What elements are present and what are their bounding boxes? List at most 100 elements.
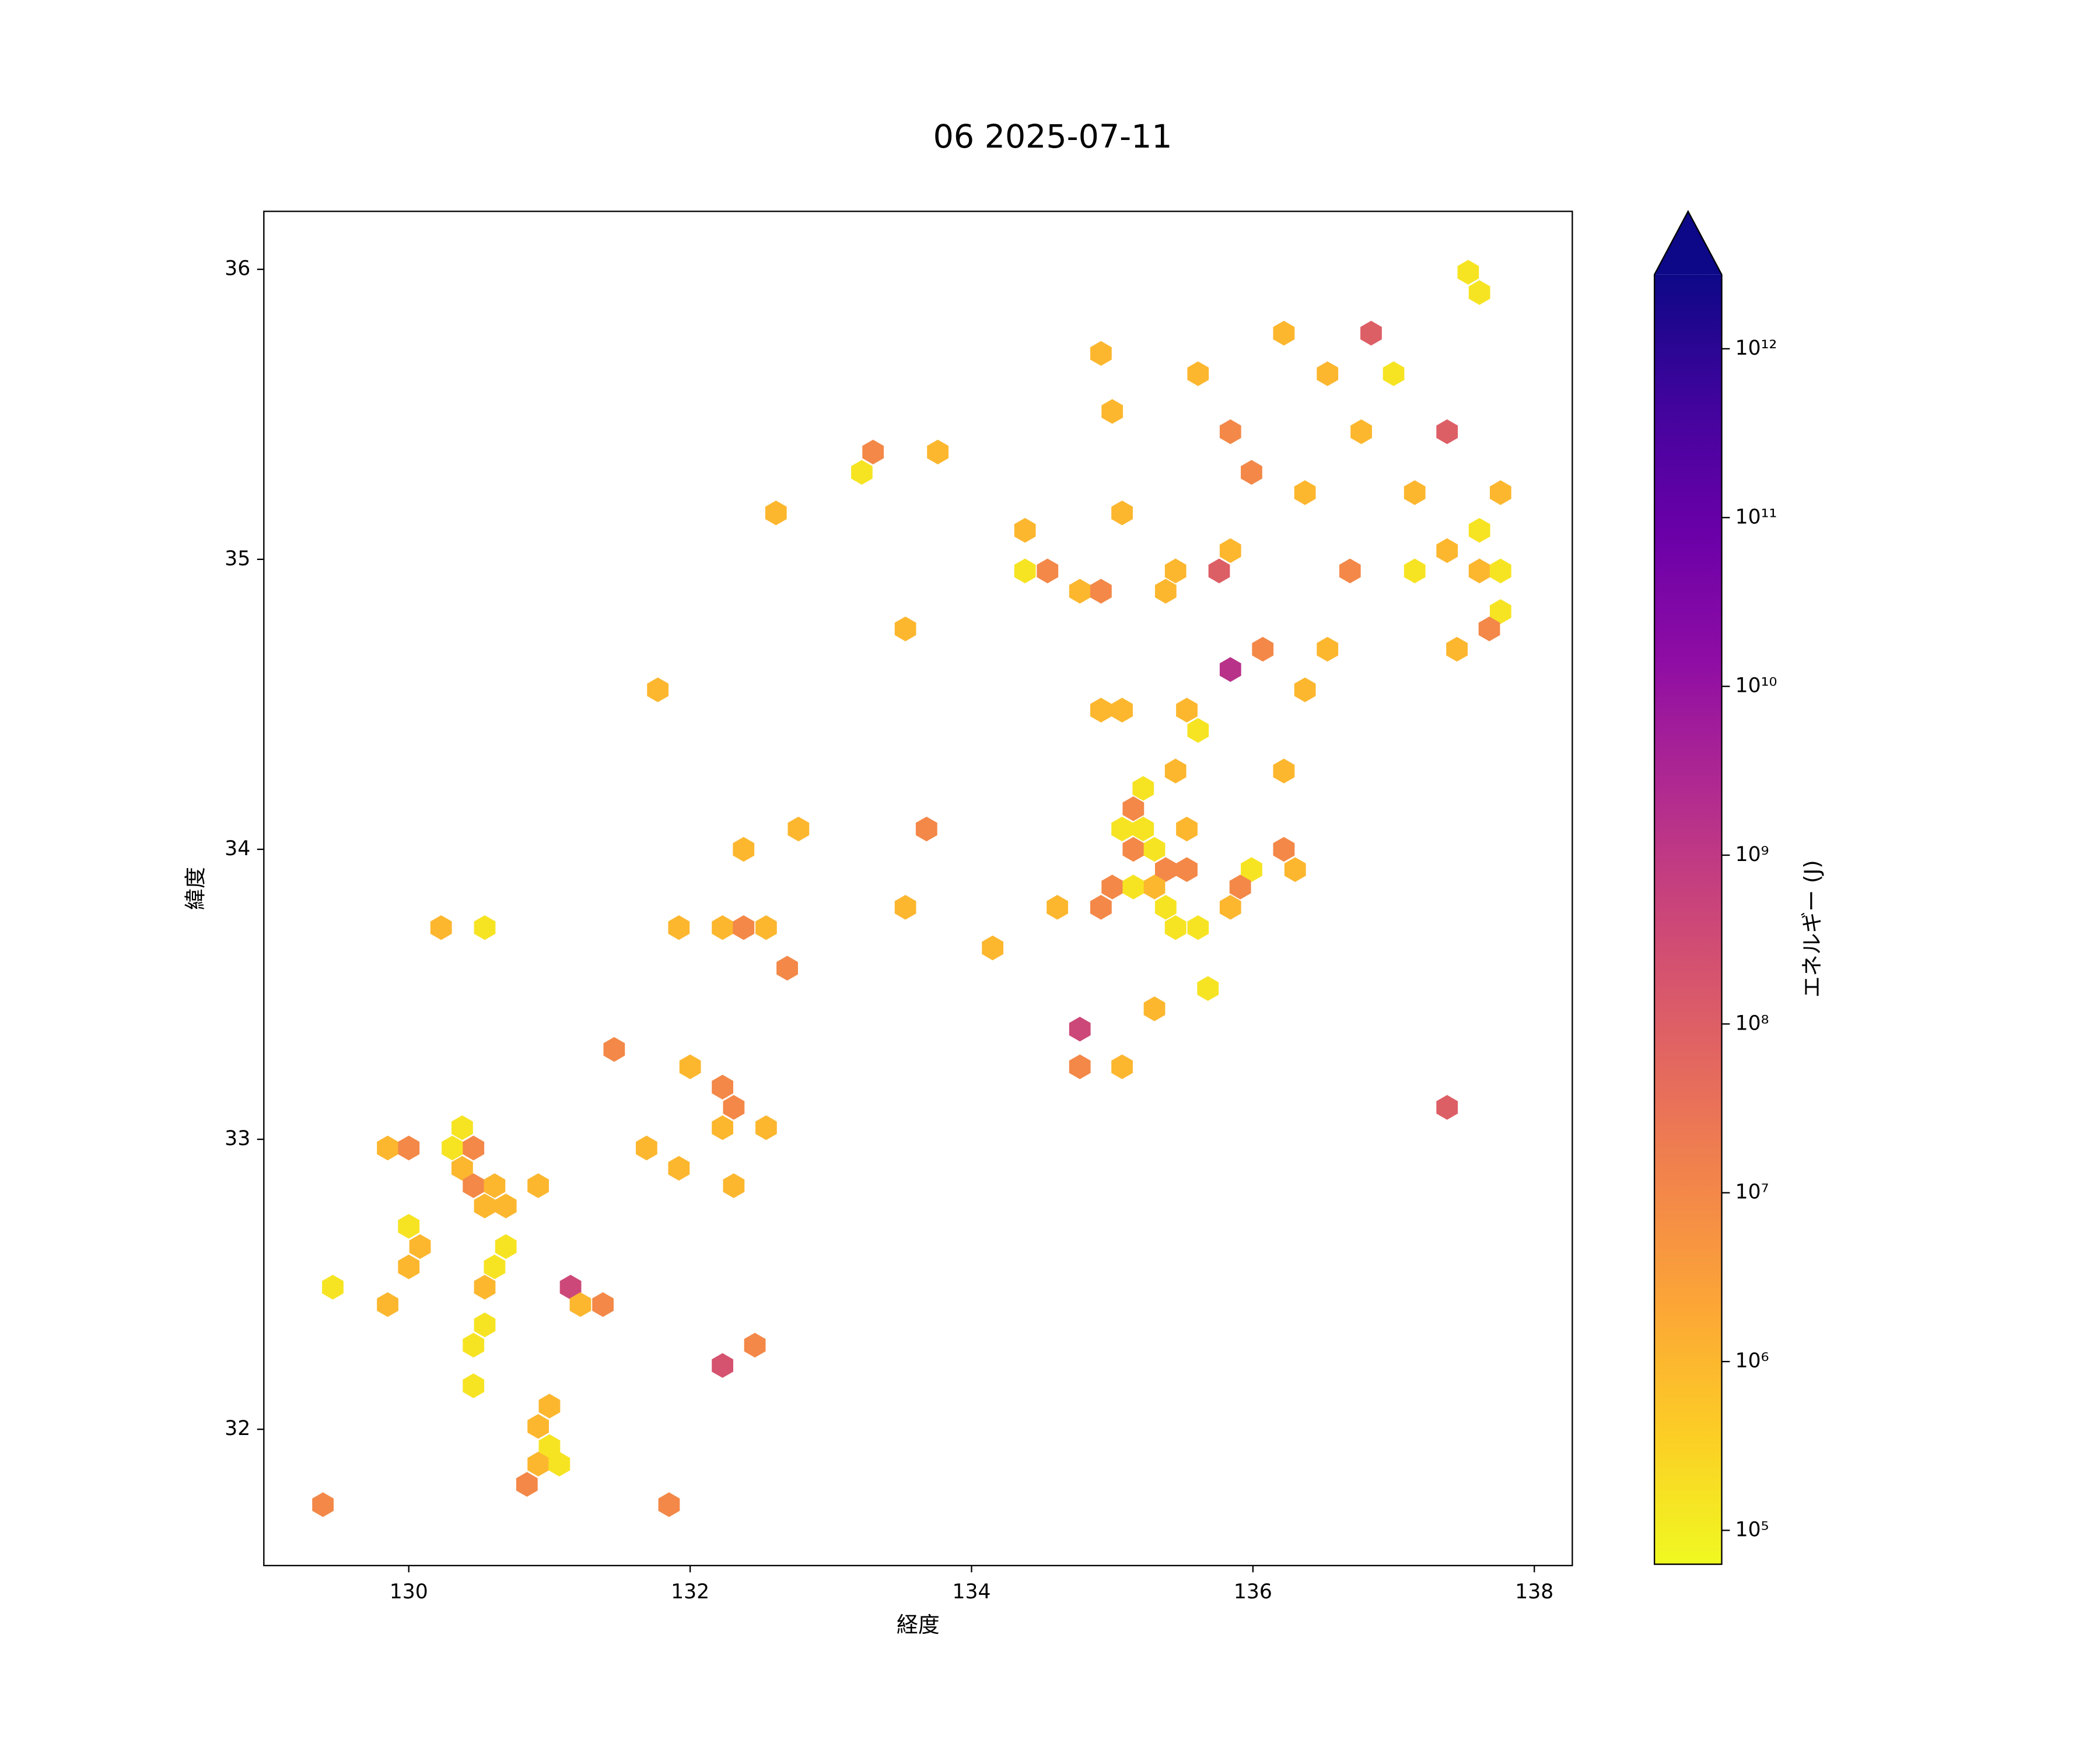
hexbin-cell bbox=[1122, 796, 1144, 821]
hexbin-cell bbox=[894, 895, 916, 920]
hexbin-cell bbox=[1101, 399, 1124, 424]
hexbin-cell bbox=[1176, 857, 1198, 882]
hexbin-cell bbox=[495, 1194, 517, 1219]
colorbar bbox=[1654, 274, 1722, 1564]
hexbin-cell bbox=[377, 1292, 398, 1317]
hexbin-cell bbox=[668, 1156, 690, 1181]
hexbin-cell bbox=[322, 1275, 344, 1300]
hexbin-cell bbox=[1101, 874, 1124, 900]
hexbin-cell bbox=[1176, 698, 1198, 723]
hexbin-cell bbox=[1294, 677, 1316, 702]
hexbin-cell bbox=[1382, 361, 1405, 386]
hexbin-cell bbox=[1468, 280, 1490, 305]
hexbin-cell bbox=[398, 1135, 420, 1161]
hexbin-cell bbox=[398, 1213, 420, 1239]
hexbin-cell bbox=[915, 816, 937, 842]
hexbin-cell bbox=[1090, 895, 1112, 920]
hexbin-cell bbox=[776, 956, 798, 981]
hexbin-cell bbox=[538, 1394, 561, 1419]
hexbin-cell bbox=[1187, 361, 1209, 386]
hexbin-cell bbox=[668, 915, 690, 940]
hexbin-cell bbox=[1122, 874, 1144, 900]
hexbin-cell bbox=[723, 1095, 745, 1120]
hexbin-cell bbox=[527, 1414, 550, 1439]
hexbin-cell bbox=[1468, 517, 1490, 543]
hexbin-cell bbox=[850, 460, 873, 485]
hexbin-cell bbox=[1404, 480, 1426, 505]
hexbin-cell bbox=[548, 1451, 570, 1477]
hexbin-cell bbox=[658, 1492, 680, 1517]
hexbin-cell bbox=[1273, 320, 1295, 346]
hexbin-cell bbox=[1154, 579, 1177, 604]
colorbar-tick-label: 10⁷ bbox=[1735, 1181, 1769, 1204]
hexbin-cell bbox=[1350, 419, 1372, 444]
hexbin-cell bbox=[398, 1254, 420, 1280]
hexbin-cell bbox=[1187, 915, 1209, 940]
hexbin-cell bbox=[679, 1054, 701, 1080]
hexbin-cell bbox=[712, 1074, 733, 1100]
hexbin-cell bbox=[1273, 758, 1295, 783]
hexbin-cell bbox=[1219, 419, 1241, 444]
colorbar-tick-label: 10⁶ bbox=[1735, 1349, 1769, 1373]
hexbin-cell bbox=[1252, 636, 1274, 662]
hexbin-cell bbox=[474, 1312, 496, 1338]
hexbin-cell bbox=[463, 1332, 485, 1358]
hexbin-cell bbox=[1132, 776, 1154, 801]
hexbin-cell bbox=[1219, 657, 1241, 682]
hexbin-cell bbox=[647, 677, 669, 702]
hexbin-cell bbox=[1489, 558, 1511, 583]
hexbin-cell bbox=[452, 1156, 473, 1181]
x-tick-label: 138 bbox=[1515, 1580, 1553, 1604]
hexbin-cell bbox=[1219, 538, 1241, 564]
hexbin-cell bbox=[712, 1115, 733, 1140]
hexbin-cell bbox=[1111, 698, 1133, 723]
hexbin-cell bbox=[1143, 996, 1166, 1021]
colorbar-label: エネルギー (J) bbox=[1800, 860, 1825, 998]
hexbin-cell bbox=[452, 1115, 473, 1140]
hexbin-cell bbox=[1069, 1054, 1091, 1080]
hexbin-cell bbox=[516, 1472, 538, 1497]
hexbin-cell bbox=[603, 1037, 625, 1062]
y-tick-label: 34 bbox=[225, 837, 250, 860]
hexbin-cell bbox=[569, 1292, 592, 1317]
hexbin-cell bbox=[1046, 895, 1069, 920]
hexbin-cell bbox=[1457, 260, 1479, 285]
hexbin-cell bbox=[430, 915, 452, 940]
hexbin-cell bbox=[484, 1173, 506, 1198]
hexbin-cell bbox=[1176, 816, 1198, 842]
hexbin-cell bbox=[1154, 857, 1177, 882]
hexbin-cell bbox=[1360, 320, 1382, 346]
hexbin-cell bbox=[1090, 698, 1112, 723]
hexbin-cell bbox=[1154, 895, 1177, 920]
hexbin-cell bbox=[463, 1135, 485, 1161]
x-tick-label: 132 bbox=[671, 1580, 709, 1604]
hexbin-cell bbox=[1489, 480, 1511, 505]
hexbin-cell bbox=[1197, 976, 1219, 1001]
hexbin-cell bbox=[1219, 895, 1241, 920]
hexbin-cell bbox=[1090, 579, 1112, 604]
hexbin-cell bbox=[712, 915, 733, 940]
colorbar-tick-label: 10¹⁰ bbox=[1735, 674, 1777, 698]
hexbin-cell bbox=[474, 915, 496, 940]
colorbar-outline bbox=[1653, 209, 1723, 1565]
hexbin-cell bbox=[527, 1173, 550, 1198]
chart-title: 06 2025-07-11 bbox=[933, 118, 1172, 156]
hexbin-cell bbox=[1436, 419, 1458, 444]
hexbin-cell bbox=[463, 1173, 485, 1198]
colorbar-extend bbox=[1654, 211, 1722, 275]
y-tick-label: 32 bbox=[225, 1417, 250, 1440]
hexbin-cell bbox=[1164, 915, 1186, 940]
hexbin-cell bbox=[1241, 460, 1262, 485]
colorbar-tick-label: 10⁸ bbox=[1735, 1012, 1769, 1035]
hexbin-cell bbox=[982, 935, 1004, 961]
hexbin-cell bbox=[495, 1234, 517, 1259]
colorbar-tick-label: 10⁵ bbox=[1735, 1518, 1769, 1541]
x-axis-label: 経度 bbox=[897, 1612, 940, 1637]
hexbin-cell bbox=[927, 439, 949, 465]
hexbin-cell bbox=[1187, 718, 1209, 743]
hexbin-cell bbox=[744, 1332, 766, 1358]
colorbar-tick-label: 10¹¹ bbox=[1735, 505, 1777, 528]
hexbin-cell bbox=[1111, 501, 1133, 526]
